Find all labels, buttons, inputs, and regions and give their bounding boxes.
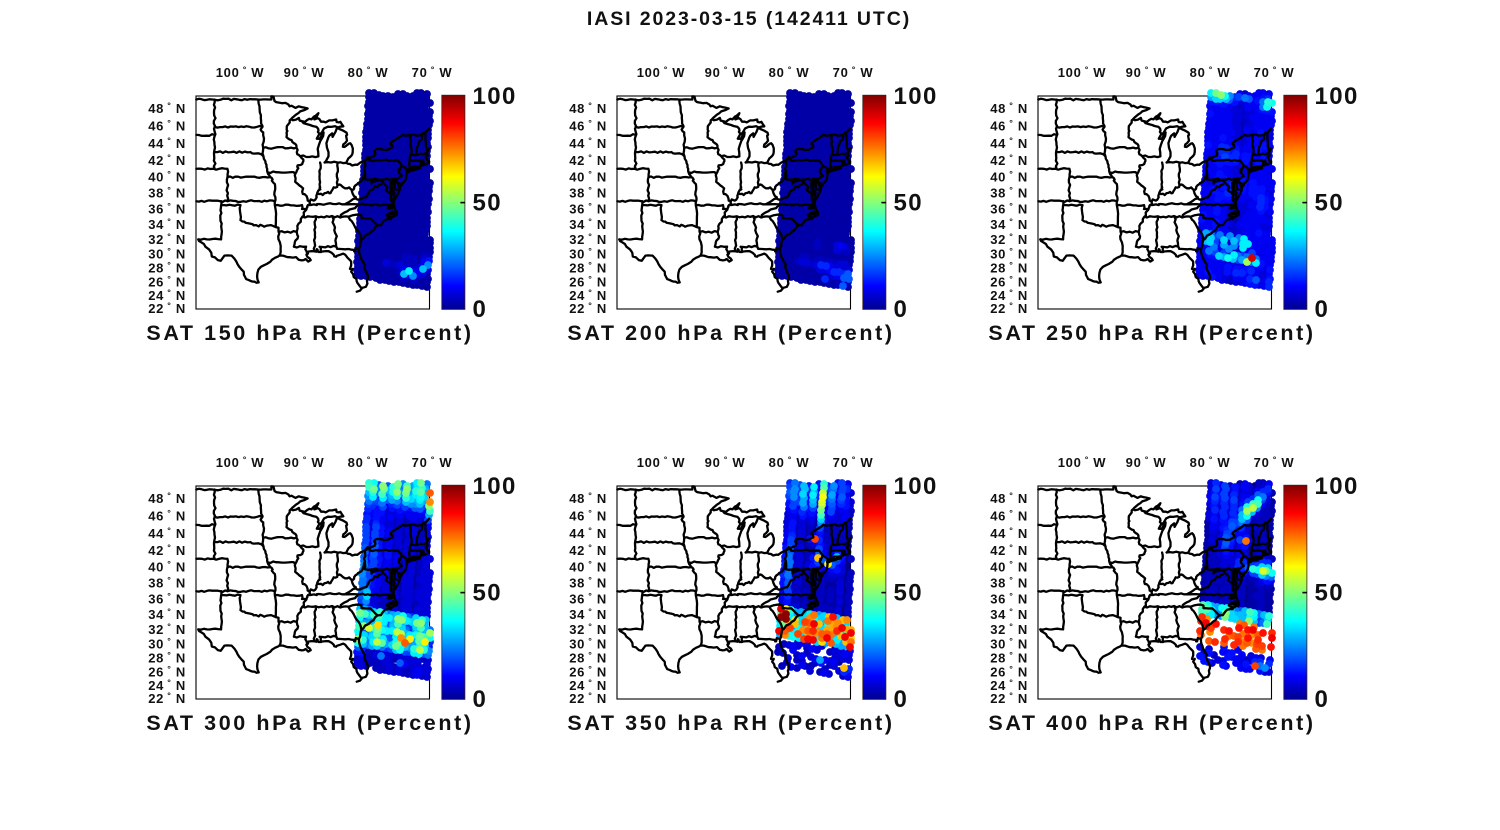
- svg-text:SAT 250 hPa RH (Percent): SAT 250 hPa RH (Percent): [988, 321, 1315, 345]
- svg-text:SAT 150 hPa RH (Percent): SAT 150 hPa RH (Percent): [146, 321, 473, 345]
- svg-text:SAT 400 hPa RH (Percent): SAT 400 hPa RH (Percent): [988, 711, 1315, 735]
- svg-text:SAT 300 hPa RH (Percent): SAT 300 hPa RH (Percent): [146, 711, 473, 735]
- svg-text:IASI 2023-03-15 (142411 UTC): IASI 2023-03-15 (142411 UTC): [587, 8, 911, 30]
- svg-text:SAT 350 hPa RH (Percent): SAT 350 hPa RH (Percent): [567, 711, 894, 735]
- svg-text:SAT 200 hPa RH (Percent): SAT 200 hPa RH (Percent): [567, 321, 894, 345]
